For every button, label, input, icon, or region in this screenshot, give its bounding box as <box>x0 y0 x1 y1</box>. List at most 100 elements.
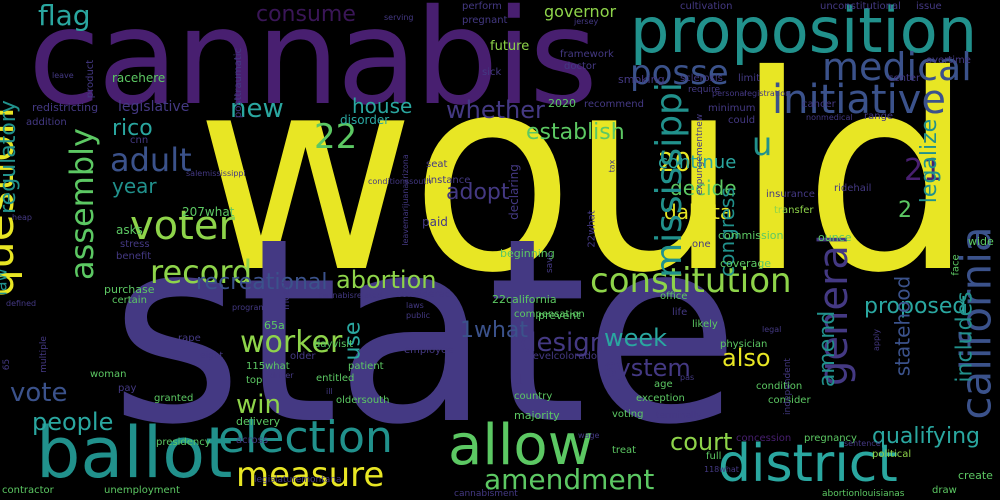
word-minimum: recommend <box>584 99 644 110</box>
word-contractor: draw <box>932 485 957 496</box>
word-coverage: commission <box>718 229 784 242</box>
word-win: worker <box>240 325 343 360</box>
word-center: limit <box>738 73 760 84</box>
word-racehere: cnn <box>130 135 149 146</box>
word-qualifying: includes <box>952 291 978 383</box>
word-week: design <box>520 328 607 358</box>
word-sclerosis: smoking <box>618 73 665 86</box>
word-redistricting: legislative <box>118 99 190 115</box>
word-range: cancer <box>802 99 836 110</box>
word-1what: law <box>0 268 11 296</box>
word-addition: redistricting <box>32 101 99 114</box>
word-penaltiescalifornia: tax <box>607 159 617 173</box>
word-recreational: regulatory <box>0 100 21 214</box>
word-record: people <box>32 408 114 436</box>
word-establish: whether <box>446 96 545 124</box>
word-65a: likely <box>692 319 718 330</box>
word-posse: adult <box>110 141 192 179</box>
word-defined: heap <box>12 213 32 222</box>
word-terminally: apply <box>872 328 882 352</box>
word-concession: voting <box>612 409 644 420</box>
word-physician: levelcolorado <box>530 351 597 362</box>
word-public: laws <box>406 301 424 310</box>
word-oldersouth: ill <box>326 387 333 396</box>
word-compensation: considered <box>396 289 451 300</box>
word-prevent: 22california <box>492 293 557 306</box>
word-statehood: amend <box>815 310 841 388</box>
word-congress: year <box>112 174 157 198</box>
word-2020: center <box>888 73 921 84</box>
word-employee: patient <box>348 361 384 372</box>
word-2: 21 <box>904 153 943 188</box>
word-seat: could <box>728 115 756 126</box>
word-smoking: doctor <box>564 61 597 72</box>
word-program: driver <box>270 371 294 380</box>
word-unconstitutional: cultivation <box>680 1 733 12</box>
word-consider: exception <box>636 393 685 404</box>
word-could: sick <box>482 67 502 78</box>
word-recommend: 2020 <box>548 97 576 110</box>
word-country: oldersouth <box>336 395 390 406</box>
word-pregnancy: treat <box>612 445 637 456</box>
word-cannabisment: abortionlouisianas <box>822 489 905 499</box>
word-heap: leave <box>52 71 74 80</box>
word-tax: conditionssouth <box>368 177 432 186</box>
word-pay: woman <box>90 369 127 380</box>
word-mississippi: abortion <box>336 266 437 294</box>
word-voting: majority <box>514 409 560 422</box>
word-abortion: constitution <box>590 261 792 301</box>
word-woman: independent <box>782 358 793 415</box>
word-worker: recreational <box>196 270 328 295</box>
word-21: u <box>752 125 773 163</box>
word-delivery: granted <box>154 393 194 404</box>
word-save: one <box>692 239 711 250</box>
word-laws: cannabisrelated <box>318 291 383 300</box>
word-includes: proposed <box>864 294 967 319</box>
word-transfer: insurance <box>766 189 815 200</box>
word-22what: incest <box>280 280 292 310</box>
word-flag: voter <box>130 203 235 249</box>
word-legislative: governor <box>544 2 617 21</box>
word-vote: establish <box>526 120 625 145</box>
word-stress: benefit <box>116 251 152 262</box>
word-full: pregnancy <box>804 433 857 444</box>
word-presidency: political <box>872 449 912 460</box>
word-posttraumatic: disorder <box>340 113 390 127</box>
word-entitled: top <box>246 375 263 386</box>
word-sick: overtime <box>926 55 971 66</box>
word-dayvisit: rape <box>178 333 201 344</box>
word-consume: house <box>352 94 413 118</box>
word-treat: across <box>236 435 269 446</box>
word-eight: multiple <box>38 336 49 373</box>
word-registration: jersey <box>574 17 599 26</box>
word-house: rico <box>112 116 153 141</box>
word-california: amendment <box>484 463 655 496</box>
word-20: 2 <box>898 198 912 223</box>
word-decide: continue <box>658 152 737 173</box>
word-personal: nonmedical <box>806 113 853 122</box>
word-expungementnew: 118what <box>704 465 739 474</box>
word-u: 22 <box>314 117 358 157</box>
word-22: record <box>150 253 253 291</box>
word-conditionssouth: leavemarijuanaarizona <box>400 154 410 246</box>
word-adult: mississippi <box>648 82 690 278</box>
word-cultivation: pregnant <box>462 15 508 26</box>
word-22california: purchase <box>104 283 155 296</box>
word-initiative: assembly <box>62 128 101 280</box>
word-sentence: wage <box>578 431 600 440</box>
word-ounce: coverage <box>720 257 772 270</box>
word-amend: also <box>722 344 771 372</box>
word-perform: product <box>85 59 97 99</box>
word-asks: 207what <box>182 205 235 219</box>
word-framework: issue <box>916 1 942 12</box>
word-declaring: paid <box>422 215 448 229</box>
word-beginning: 22what <box>586 210 598 248</box>
word-ill: entitled <box>316 373 355 384</box>
word-election: district <box>718 434 898 494</box>
word-governor: 1 <box>514 370 525 389</box>
word-ridehail: instance <box>428 175 471 186</box>
word-medical: initiative <box>772 77 946 123</box>
word-considered: office <box>660 291 688 302</box>
word-115what: physician <box>720 339 768 350</box>
